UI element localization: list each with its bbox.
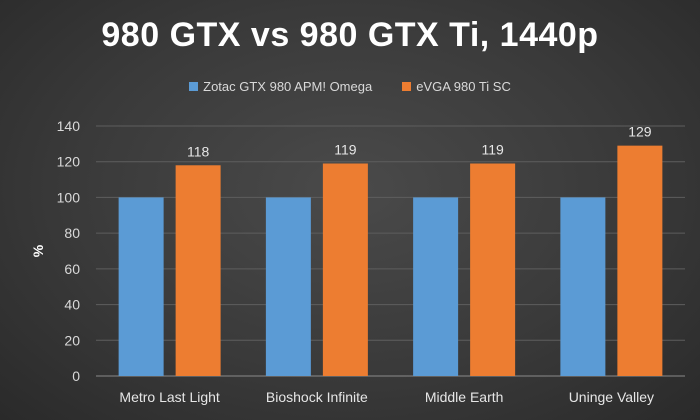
chart-title: 980 GTX vs 980 GTX Ti, 1440p [101,16,599,54]
bar-series-2 [617,145,663,376]
bar-series-2 [470,163,516,376]
legend-label-series-1: Zotac GTX 980 APM! Omega [203,79,373,94]
legend-swatch-series-2 [402,82,412,91]
y-tick-label: 140 [57,118,81,134]
legend-swatch-series-1 [189,82,199,91]
x-tick-label: Bioshock Infinite [266,389,368,405]
bar-series-1 [118,197,164,376]
y-tick-label: 0 [72,368,80,384]
y-tick-label: 100 [57,189,81,205]
y-tick-label: 20 [64,332,80,348]
bar-series-2 [175,165,221,376]
legend-label-series-2: eVGA 980 Ti SC [416,79,511,94]
y-tick-label: 60 [64,261,80,277]
y-tick-label: 120 [57,154,81,170]
data-label: 119 [334,142,357,158]
bar-series-1 [265,197,311,376]
x-tick-label: Middle Earth [425,389,504,405]
chart-legend: Zotac GTX 980 APM! Omega eVGA 980 Ti SC [0,79,700,94]
bar-series-2 [322,163,368,376]
data-label: 118 [187,143,210,159]
data-label: 119 [481,142,504,158]
x-tick-label: Metro Last Light [119,389,219,405]
y-tick-label: 40 [64,297,80,313]
data-label: 129 [628,124,652,140]
legend-item-series-2: eVGA 980 Ti SC [402,79,511,94]
legend-item-series-1: Zotac GTX 980 APM! Omega [189,79,372,94]
bar-series-1 [413,197,459,376]
x-tick-label: Uninge Valley [569,389,654,405]
y-tick-label: 80 [64,225,80,241]
bar-series-1 [560,197,606,376]
y-axis-label: % [30,244,46,257]
